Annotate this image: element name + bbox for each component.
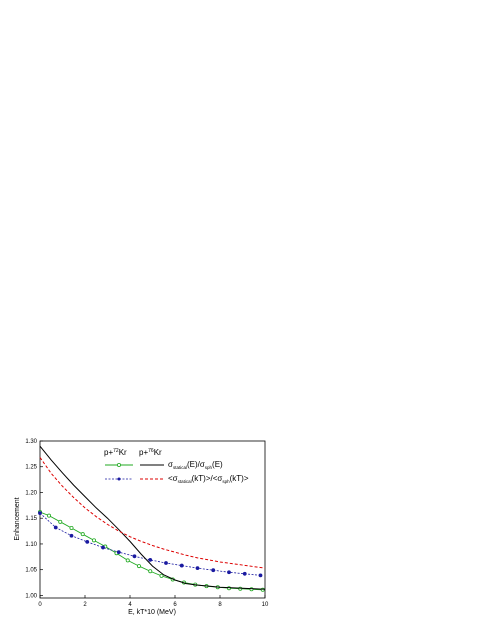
x-tick-label: 4 bbox=[128, 602, 132, 608]
y-axis-ticks: 1.00 1.05 1.10 1.15 1.20 1.25 1.30 bbox=[25, 439, 43, 599]
y-tick-label: 1.10 bbox=[25, 542, 37, 548]
data-point-kr72_thermal bbox=[179, 563, 184, 568]
data-point-kr72_thermal bbox=[164, 561, 168, 565]
legend-header-kr76-prefix: p+ bbox=[139, 448, 148, 457]
legend-energy-part-1: σ bbox=[168, 460, 173, 469]
y-tick-label: 1.05 bbox=[25, 568, 37, 574]
y-tick-label: 1.15 bbox=[25, 516, 37, 522]
plot-frame bbox=[39, 440, 266, 599]
legend-header-kr76-element: Kr bbox=[154, 448, 162, 457]
y-tick-label: 1.20 bbox=[25, 490, 37, 496]
series-line-kr76_energy bbox=[39, 445, 266, 590]
legend: p+72Kr p+76Kr σstatical(E)/σsph(E) <σsta… bbox=[104, 448, 249, 484]
y-tick-label: 1.25 bbox=[25, 465, 37, 471]
data-point-kr72_thermal bbox=[242, 571, 247, 576]
data-point-kr72_thermal bbox=[116, 550, 121, 555]
legend-thermal-part-4: sph bbox=[222, 479, 230, 484]
x-tick-label: 8 bbox=[218, 602, 222, 608]
x-axis-label: E, kT*10 (MeV) bbox=[128, 609, 176, 616]
series-line-kr72_thermal bbox=[39, 512, 261, 576]
series-line-kr76_thermal bbox=[39, 457, 266, 569]
legend-header-kr72-mass: 72 bbox=[113, 448, 119, 454]
legend-header-kr72-prefix: p+ bbox=[104, 448, 113, 457]
legend-thermal-part-5: (kT)> bbox=[230, 474, 249, 483]
data-point-kr72_energy bbox=[136, 564, 141, 569]
legend-header-kr76: p+76Kr bbox=[139, 448, 162, 457]
data-point-kr72_thermal bbox=[69, 533, 74, 538]
legend-energy-part-2: statical bbox=[173, 465, 187, 470]
legend-header-kr72-element: Kr bbox=[119, 448, 127, 457]
legend-energy-part-4: sph bbox=[205, 465, 213, 470]
series-layer bbox=[38, 445, 266, 592]
y-tick-label: 1.00 bbox=[25, 593, 37, 599]
x-tick-label: 10 bbox=[262, 602, 269, 608]
x-axis-ticks: 0 2 4 6 8 10 bbox=[38, 595, 269, 608]
legend-thermal-part-2: statical bbox=[178, 479, 192, 484]
data-point-kr72_thermal bbox=[195, 566, 200, 571]
legend-thermal-part-1: <σ bbox=[168, 474, 178, 483]
data-point-kr72_energy bbox=[92, 538, 97, 543]
legend-energy-part-3: (E)/σ bbox=[187, 460, 205, 469]
legend-label-energy: σstatical(E)/σsph(E) bbox=[168, 460, 223, 470]
data-point-kr72_energy bbox=[80, 532, 85, 537]
legend-kr72-thermal-marker bbox=[117, 477, 121, 481]
data-point-kr72_thermal bbox=[258, 573, 263, 578]
data-point-kr72_thermal bbox=[227, 570, 231, 575]
x-tick-label: 2 bbox=[83, 602, 87, 608]
x-tick-label: 6 bbox=[173, 602, 177, 608]
data-point-kr72_thermal bbox=[85, 539, 90, 544]
y-tick-label: 1.30 bbox=[25, 439, 37, 445]
x-tick-label: 0 bbox=[38, 602, 42, 608]
data-point-kr72_energy bbox=[148, 569, 153, 574]
data-point-kr72_thermal bbox=[211, 568, 216, 573]
data-point-kr72_energy bbox=[159, 573, 164, 578]
legend-header-kr72: p+72Kr bbox=[104, 448, 127, 457]
legend-thermal-part-3: (kT)>/<σ bbox=[192, 474, 223, 483]
data-point-kr72_energy bbox=[69, 525, 74, 530]
data-point-kr72_energy bbox=[47, 513, 52, 518]
data-point-kr72_thermal bbox=[148, 558, 153, 562]
legend-header-kr76-mass: 76 bbox=[148, 448, 154, 454]
data-point-kr72_thermal bbox=[132, 554, 137, 559]
data-point-kr72_energy bbox=[58, 519, 63, 524]
legend-kr72-energy-marker bbox=[117, 462, 122, 467]
y-axis-label: Enhancement bbox=[14, 497, 21, 540]
data-point-kr72_energy bbox=[125, 558, 130, 563]
data-point-kr72_thermal bbox=[38, 511, 42, 515]
legend-label-thermal: <σstatical(kT)>/<σsph(kT)> bbox=[168, 474, 249, 484]
series-line-kr72_energy bbox=[39, 511, 263, 591]
data-point-kr72_thermal bbox=[53, 525, 58, 530]
data-point-kr72_thermal bbox=[101, 545, 105, 550]
legend-energy-part-5: (E) bbox=[212, 460, 223, 469]
